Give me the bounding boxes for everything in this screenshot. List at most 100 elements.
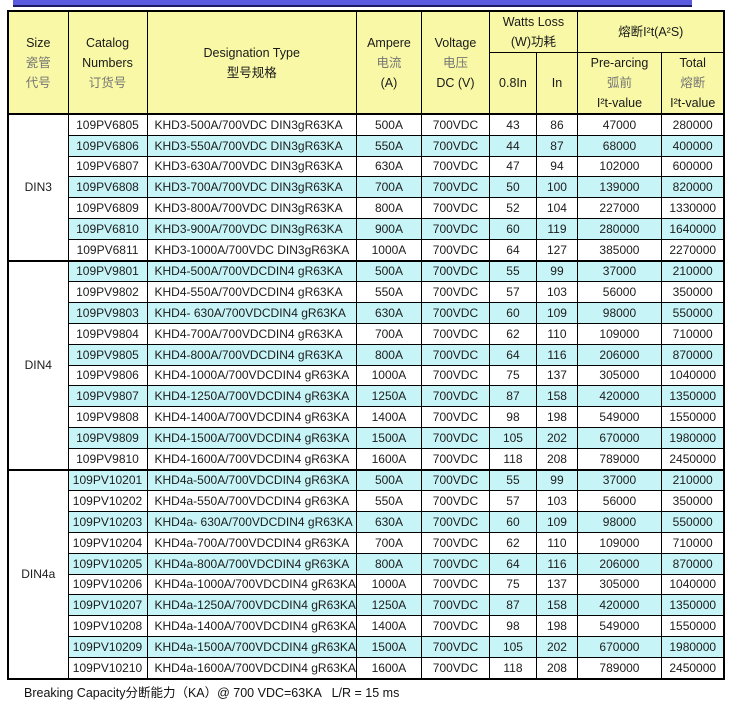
ampere-cell: 1500A bbox=[355, 635, 422, 658]
catalog-number-cell: 109PV9805 bbox=[67, 343, 148, 366]
watts-loss-in-cell: 100 bbox=[535, 176, 578, 199]
watts-loss-header-cn: (W)功耗 bbox=[510, 35, 557, 49]
prearcing-i2t-cell: 56000 bbox=[576, 490, 662, 513]
watts-loss-in-cell: 104 bbox=[535, 197, 578, 219]
prearcing-i2t-cell: 420000 bbox=[576, 594, 662, 617]
watts-loss-in-cell: 208 bbox=[535, 447, 578, 471]
catalog-number-cell: 109PV10207 bbox=[67, 594, 148, 617]
ampere-cell: 1600A bbox=[355, 447, 422, 471]
catalog-number-cell: 109PV6808 bbox=[67, 176, 148, 199]
watts-loss-in-cell: 208 bbox=[535, 656, 578, 680]
total-i2t-cell: 1550000 bbox=[660, 615, 725, 637]
ampere-cell: 700A bbox=[355, 531, 422, 554]
prearcing-i2t-cell: 670000 bbox=[576, 426, 662, 449]
table-row: 109PV6810 KHD3-900A/700VDC DIN3gR63KA 900A… bbox=[8, 217, 725, 240]
designation-type-cell: KHD4-1600A/700VDCDIN4 gR63KA bbox=[146, 447, 357, 471]
prearcing-i2t-cell: 98000 bbox=[576, 302, 662, 324]
watts-loss-in-cell: 103 bbox=[535, 281, 578, 304]
total-label-en: Total bbox=[679, 56, 706, 70]
total-i2t-cell: 550000 bbox=[660, 302, 725, 324]
table-row: DIN4 109PV9801 KHD4-500A/700VDCDIN4 gR63KA… bbox=[7, 259, 725, 471]
ampere-cell: 1000A bbox=[355, 573, 422, 596]
voltage-cell: 700VDC bbox=[420, 343, 490, 366]
prearcing-label-en: Pre-arcing bbox=[590, 56, 649, 70]
total-i2t-cell: 1640000 bbox=[660, 217, 725, 240]
watts-loss-0-8in-cell: 57 bbox=[488, 490, 537, 513]
col-header-total: Total 熔断 I²t-value bbox=[660, 52, 725, 115]
size-header-cn1: 瓷管 bbox=[25, 55, 51, 70]
designation-type-cell: KHD3-700A/700VDC DIN3gR63KA bbox=[146, 176, 357, 199]
ampere-cell: 550A bbox=[355, 490, 422, 513]
ampere-header-en: Ampere bbox=[367, 35, 411, 50]
catalog-number-cell: 109PV10206 bbox=[67, 573, 148, 596]
watts-loss-in-cell: 99 bbox=[535, 259, 578, 283]
catalog-number-cell: 109PV6811 bbox=[67, 238, 148, 262]
total-i2t-cell: 280000 bbox=[660, 112, 725, 136]
voltage-cell: 700VDC bbox=[420, 217, 490, 240]
watts-loss-0-8in-cell: 55 bbox=[488, 468, 537, 492]
voltage-cell: 700VDC bbox=[420, 322, 490, 345]
designation-type-cell: KHD4a-1600A/700VDCDIN4 gR63KA bbox=[146, 656, 357, 680]
col-header-voltage: Voltage 电压 DC (V) bbox=[420, 10, 490, 115]
total-i2t-cell: 820000 bbox=[660, 176, 725, 199]
col-header-watts-loss: Watts Loss (W)功耗 bbox=[488, 10, 578, 53]
table-row: 109PV9806 KHD4-1000A/700VDCDIN4 gR63KA 100… bbox=[8, 364, 725, 387]
top-accent-bar bbox=[13, 0, 692, 7]
watts-loss-0-8in-cell: 98 bbox=[488, 406, 537, 428]
table-row: 109PV6807 KHD3-630A/700VDC DIN3gR63KA 630A… bbox=[8, 155, 725, 178]
prearcing-i2t-cell: 305000 bbox=[576, 364, 662, 387]
watts-loss-0-8in-cell: 75 bbox=[488, 364, 537, 387]
watts-loss-0-8in-cell: 60 bbox=[488, 302, 537, 324]
table-row: 109PV9802 KHD4-550A/700VDCDIN4 gR63KA 550A… bbox=[8, 281, 725, 304]
total-i2t-cell: 1330000 bbox=[660, 197, 725, 219]
watts-loss-0-8in-cell: 57 bbox=[488, 281, 537, 304]
ampere-cell: 630A bbox=[355, 155, 422, 178]
col-header-0-8in: 0.8In bbox=[488, 52, 537, 115]
table-body: DIN3 109PV6805 KHD3-500A/700VDC DIN3gR63KA… bbox=[7, 112, 725, 680]
watts-loss-in-cell: 137 bbox=[535, 573, 578, 596]
ampere-cell: 900A bbox=[355, 217, 422, 240]
watts-in-label: In bbox=[551, 76, 563, 90]
watts-loss-0-8in-cell: 55 bbox=[488, 259, 537, 283]
designation-type-cell: KHD4a- 630A/700VDCDIN4 gR63KA bbox=[146, 511, 357, 533]
table-row: 109PV9807 KHD4-1250A/700VDCDIN4 gR63KA 125… bbox=[8, 385, 725, 408]
watts-loss-0-8in-cell: 64 bbox=[488, 343, 537, 366]
ampere-cell: 550A bbox=[355, 281, 422, 304]
col-header-designation: Designation Type 型号规格 bbox=[146, 10, 357, 115]
catalog-number-cell: 109PV6806 bbox=[67, 134, 148, 157]
watts-loss-0-8in-cell: 62 bbox=[488, 531, 537, 554]
ampere-cell: 700A bbox=[355, 322, 422, 345]
size-group-label: DIN4 bbox=[7, 259, 69, 471]
watts-loss-0-8in-cell: 44 bbox=[488, 134, 537, 157]
table-row: 109PV9810 KHD4-1600A/700VDCDIN4 gR63KA 160… bbox=[8, 447, 725, 471]
watts-loss-in-cell: 158 bbox=[535, 385, 578, 408]
catalog-number-cell: 109PV9801 bbox=[67, 259, 148, 283]
catalog-number-cell: 109PV9808 bbox=[67, 406, 148, 428]
designation-header-cn: 型号规格 bbox=[226, 65, 277, 80]
voltage-cell: 700VDC bbox=[420, 552, 490, 575]
catalog-number-cell: 109PV10210 bbox=[67, 656, 148, 680]
ampere-cell: 500A bbox=[355, 259, 422, 283]
header-row-top: Size 瓷管 代号 Catalog Numbers 订货号 Designati… bbox=[7, 10, 725, 115]
voltage-cell: 700VDC bbox=[420, 615, 490, 637]
watts-loss-in-cell: 198 bbox=[535, 406, 578, 428]
ampere-cell: 550A bbox=[355, 134, 422, 157]
col-header-ampere: Ampere 电流 (A) bbox=[355, 10, 422, 115]
ampere-cell: 700A bbox=[355, 176, 422, 199]
catalog-number-cell: 109PV6805 bbox=[67, 112, 148, 136]
catalog-number-cell: 109PV10205 bbox=[67, 552, 148, 575]
total-i2t-cell: 710000 bbox=[660, 531, 725, 554]
watts-loss-in-cell: 110 bbox=[535, 531, 578, 554]
ampere-cell: 1250A bbox=[355, 594, 422, 617]
watts-loss-0-8in-cell: 118 bbox=[488, 656, 537, 680]
table-row: 109PV9804 KHD4-700A/700VDCDIN4 gR63KA 700A… bbox=[8, 322, 725, 345]
catalog-header-en1: Catalog bbox=[85, 35, 130, 50]
voltage-cell: 700VDC bbox=[420, 134, 490, 157]
voltage-cell: 700VDC bbox=[420, 406, 490, 428]
voltage-cell: 700VDC bbox=[420, 490, 490, 513]
prearcing-label-sub: I²t-value bbox=[596, 96, 643, 110]
watts-loss-in-cell: 127 bbox=[535, 238, 578, 262]
catalog-header-en2: Numbers bbox=[82, 55, 133, 70]
voltage-cell: 700VDC bbox=[420, 155, 490, 178]
voltage-cell: 700VDC bbox=[420, 468, 490, 492]
